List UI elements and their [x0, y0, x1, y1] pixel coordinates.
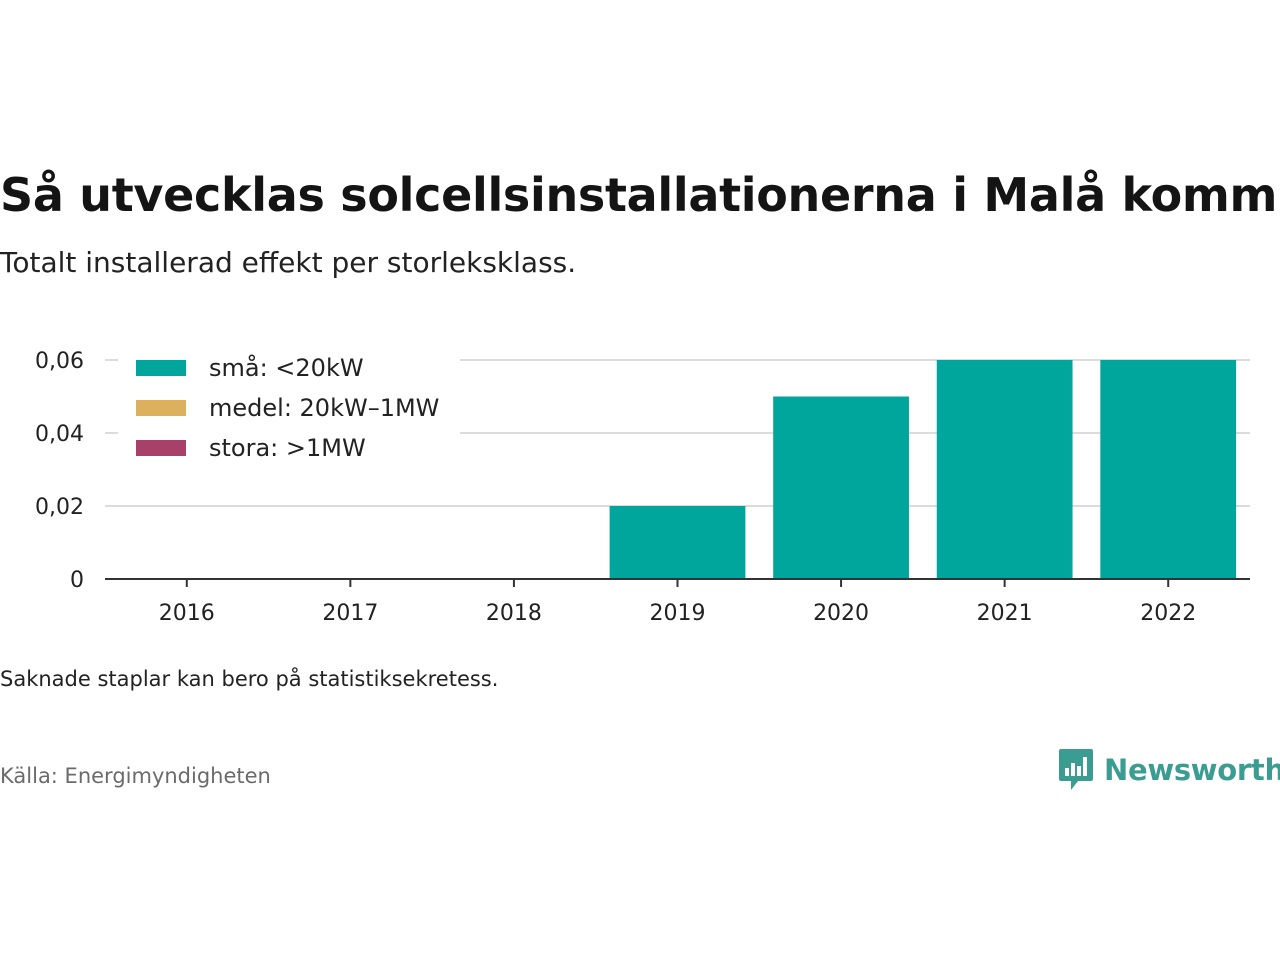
x-tick-label: 2019 [650, 601, 706, 626]
legend-swatch [136, 440, 186, 456]
legend-label: stora: >1MW [209, 434, 366, 462]
legend: små: <20kW medel: 20kW–1MW stora: >1MW [118, 350, 460, 486]
legend-swatch [136, 360, 186, 376]
y-tick-label: 0,06 [35, 349, 84, 374]
x-tick-label: 2016 [159, 601, 215, 626]
x-axis-ticks: 2016 2017 2018 2019 2020 2021 2022 [159, 579, 1196, 626]
newsworthy-logo-icon [1059, 749, 1093, 790]
legend-label: små: <20kW [209, 353, 364, 382]
y-tick-label: 0,02 [35, 495, 84, 520]
x-tick-label: 2017 [322, 601, 378, 626]
y-tick-label: 0,04 [35, 422, 84, 447]
chart-subtitle: Totalt installerad effekt per storlekskl… [0, 246, 577, 279]
footnote: Saknade staplar kan bero på statistiksek… [0, 667, 499, 691]
y-axis-ticks: 0 0,02 0,04 0,06 [35, 349, 84, 593]
source-text: Källa: Energimyndigheten [0, 764, 271, 788]
bars [105, 360, 1250, 580]
brand-name: Newsworthy [1104, 753, 1280, 787]
legend-label: medel: 20kW–1MW [209, 394, 439, 422]
x-tick-label: 2018 [486, 601, 542, 626]
legend-swatch [136, 400, 186, 416]
x-tick-label: 2022 [1140, 601, 1196, 626]
bar [1100, 360, 1237, 579]
bar [936, 360, 1073, 579]
bar [609, 506, 746, 579]
bar [773, 396, 909, 579]
y-tick-label: 0 [70, 568, 84, 593]
x-tick-label: 2020 [813, 601, 869, 626]
brand-logo: Newsworthy [1058, 748, 1280, 792]
x-tick-label: 2021 [977, 601, 1033, 626]
chart-title: Så utvecklas solcellsinstallationerna i … [0, 168, 1280, 222]
